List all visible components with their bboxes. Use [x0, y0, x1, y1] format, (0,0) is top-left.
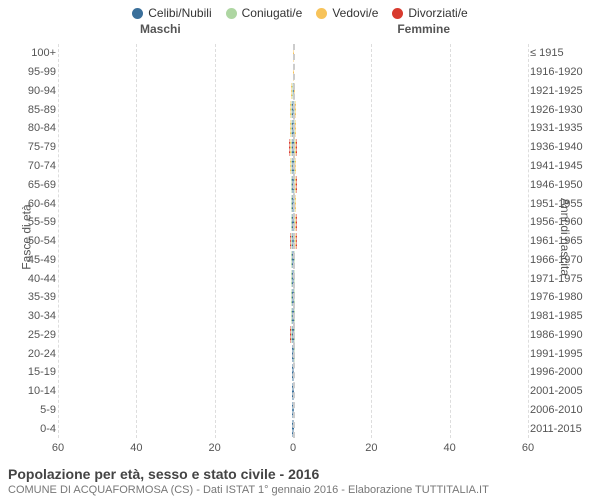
age-label: 95-99: [2, 63, 56, 82]
bar-segment: [295, 101, 296, 118]
age-label: 5-9: [2, 401, 56, 420]
header-male: Maschi: [140, 22, 181, 36]
birth-year-label: 1946-1950: [530, 175, 596, 194]
x-tick-label: 20: [365, 442, 377, 454]
age-label: 30-34: [2, 307, 56, 326]
birth-year-label: 1951-1955: [530, 194, 596, 213]
age-label: 50-54: [2, 232, 56, 251]
birth-year-label: 1986-1990: [530, 325, 596, 344]
grid-line: [136, 44, 137, 438]
age-label: 80-84: [2, 119, 56, 138]
grid-line: [58, 44, 59, 438]
birth-year-label: 1916-1920: [530, 63, 596, 82]
birth-year-label: 2006-2010: [530, 401, 596, 420]
grid-line: [528, 44, 529, 438]
plot-area: [58, 44, 528, 438]
chart-footer: Popolazione per età, sesso e stato civil…: [8, 466, 592, 496]
birth-year-label: 1971-1975: [530, 269, 596, 288]
age-label: 75-79: [2, 138, 56, 157]
legend-item: Divorziati/e: [392, 6, 467, 20]
legend-label: Vedovi/e: [332, 6, 378, 20]
age-label: 65-69: [2, 175, 56, 194]
legend-swatch: [316, 8, 327, 19]
center-line: [293, 44, 295, 438]
legend-swatch: [226, 8, 237, 19]
header-female: Femmine: [397, 22, 450, 36]
legend: Celibi/Nubili Coniugati/e Vedovi/e Divorzia…: [0, 0, 600, 20]
age-label: 90-94: [2, 82, 56, 101]
birth-year-label: 1991-1995: [530, 344, 596, 363]
age-label: 10-14: [2, 382, 56, 401]
x-tick-label: 40: [130, 442, 142, 454]
bar-segment: [295, 158, 296, 175]
birth-year-label: 2011-2015: [530, 419, 596, 438]
birth-year-label: 1996-2000: [530, 363, 596, 382]
age-label: 0-4: [2, 419, 56, 438]
population-pyramid-chart: Celibi/Nubili Coniugati/e Vedovi/e Divorzia…: [0, 0, 600, 500]
age-label: 100+: [2, 44, 56, 63]
birth-year-label: 1976-1980: [530, 288, 596, 307]
legend-item: Vedovi/e: [316, 6, 378, 20]
bar-segment: [296, 176, 297, 193]
bar-segment: [295, 120, 296, 137]
age-label: 45-49: [2, 250, 56, 269]
birth-year-label: 1931-1935: [530, 119, 596, 138]
grid-line: [450, 44, 451, 438]
birth-year-label: 1921-1925: [530, 82, 596, 101]
age-label: 25-29: [2, 325, 56, 344]
birth-year-labels: ≤ 19151916-19201921-19251926-19301931-19…: [530, 44, 596, 438]
birth-year-label: 1941-1945: [530, 157, 596, 176]
x-tick-label: 60: [52, 442, 64, 454]
birth-year-label: ≤ 1915: [530, 44, 596, 63]
gender-headers: Maschi Femmine: [0, 22, 600, 40]
grid-line: [215, 44, 216, 438]
birth-year-label: 1981-1985: [530, 307, 596, 326]
x-tick-label: 0: [290, 442, 296, 454]
age-label: 70-74: [2, 157, 56, 176]
legend-label: Divorziati/e: [408, 6, 467, 20]
birth-year-label: 2001-2005: [530, 382, 596, 401]
age-label: 55-59: [2, 213, 56, 232]
birth-year-label: 1936-1940: [530, 138, 596, 157]
x-tick-label: 40: [444, 442, 456, 454]
legend-label: Celibi/Nubili: [148, 6, 211, 20]
legend-item: Celibi/Nubili: [132, 6, 211, 20]
age-label: 15-19: [2, 363, 56, 382]
bar-segment: [296, 214, 297, 231]
legend-item: Coniugati/e: [226, 6, 303, 20]
x-tick-label: 60: [522, 442, 534, 454]
age-label: 35-39: [2, 288, 56, 307]
chart-subtitle: COMUNE DI ACQUAFORMOSA (CS) - Dati ISTAT…: [8, 484, 592, 496]
bar-segment: [296, 139, 297, 156]
age-labels: 100+95-9990-9485-8980-8475-7970-7465-696…: [2, 44, 56, 438]
birth-year-label: 1966-1970: [530, 250, 596, 269]
legend-swatch: [132, 8, 143, 19]
legend-label: Coniugati/e: [242, 6, 303, 20]
birth-year-label: 1961-1965: [530, 232, 596, 251]
age-label: 60-64: [2, 194, 56, 213]
bar-segment: [296, 233, 297, 250]
age-label: 85-89: [2, 100, 56, 119]
legend-swatch: [392, 8, 403, 19]
birth-year-label: 1926-1930: [530, 100, 596, 119]
age-label: 40-44: [2, 269, 56, 288]
grid-line: [371, 44, 372, 438]
birth-year-label: 1956-1960: [530, 213, 596, 232]
bar-segment: [295, 195, 296, 212]
x-tick-label: 20: [209, 442, 221, 454]
chart-title: Popolazione per età, sesso e stato civil…: [8, 466, 592, 482]
age-label: 20-24: [2, 344, 56, 363]
